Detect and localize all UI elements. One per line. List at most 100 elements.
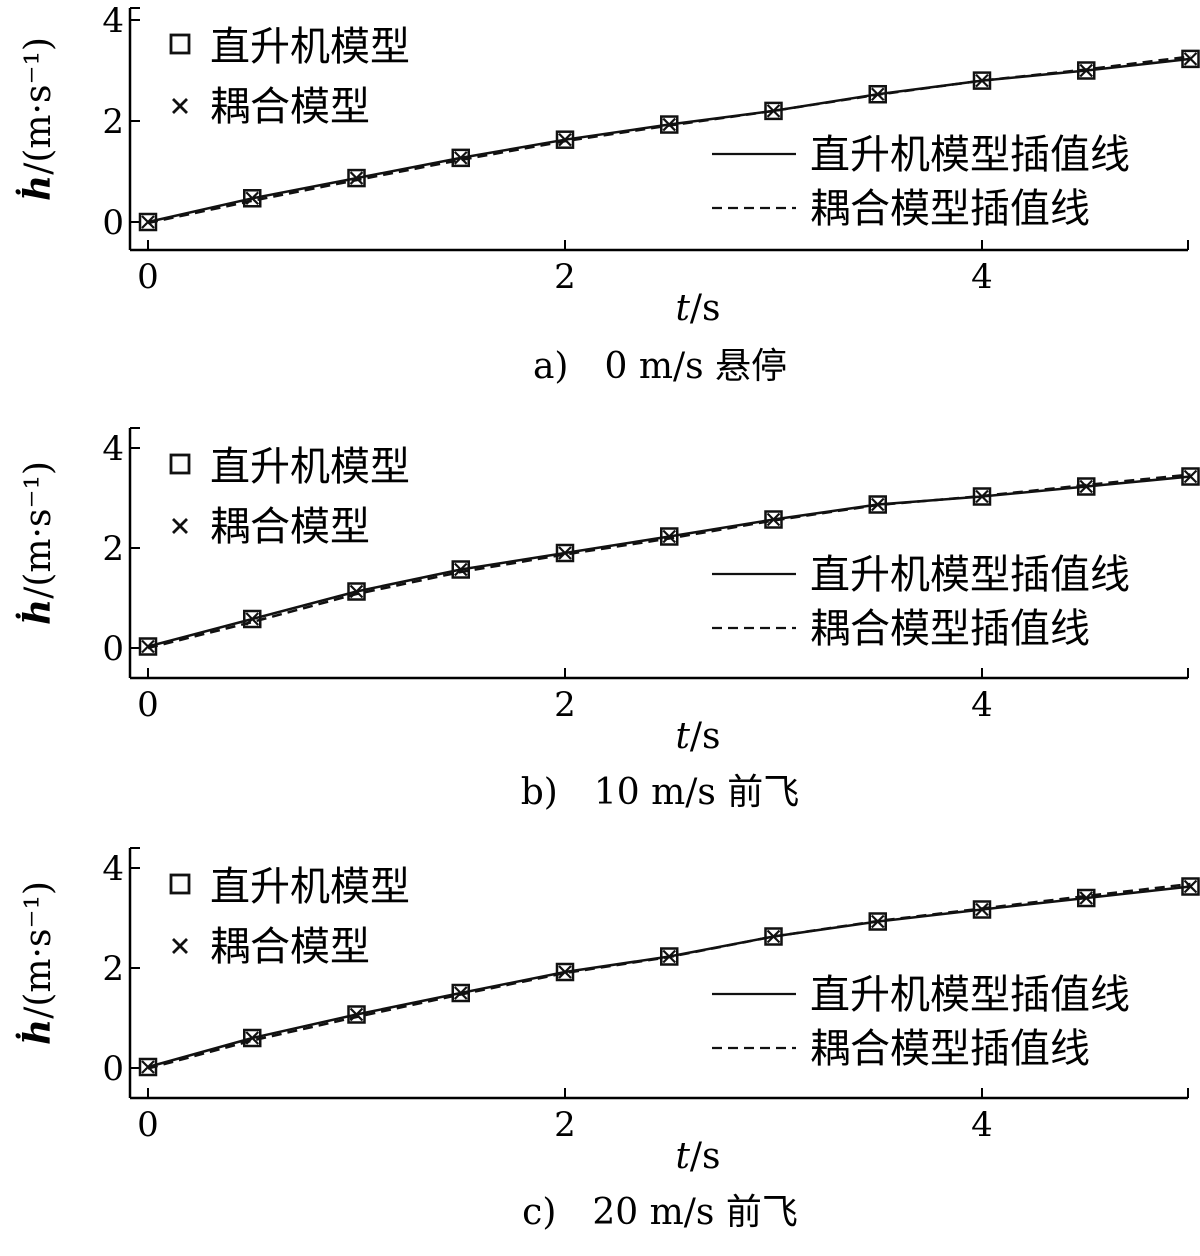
- data-point-cross: [1183, 469, 1198, 484]
- x-tick-label: 0: [137, 1105, 159, 1145]
- legend-label-coupled-interp: 耦合模型插值线: [810, 1026, 1090, 1072]
- data-point-square: [764, 101, 783, 121]
- data-point-cross: [558, 132, 572, 147]
- data-point-square: [347, 1005, 366, 1024]
- y-tick-label: 0: [102, 629, 124, 669]
- data-point-square: [764, 927, 783, 946]
- data-point-square: [1181, 467, 1200, 486]
- legend-label-helicopter-interp: 直升机模型插值线: [810, 972, 1130, 1018]
- legend-label-coupled-interp: 耦合模型插值线: [810, 186, 1090, 232]
- legend-square-icon: [169, 453, 191, 475]
- legend-label-helicopter-model: 直升机模型: [210, 864, 410, 910]
- y-axis-title: ḣ/(m·s⁻¹): [16, 881, 59, 1045]
- legend-label-helicopter-model: 直升机模型: [210, 444, 410, 490]
- data-point-square: [972, 900, 992, 919]
- x-tick-label: 2: [554, 685, 576, 725]
- data-point-square: [1077, 61, 1096, 80]
- legend-label-helicopter-model: 直升机模型: [210, 24, 410, 70]
- panel-caption: b) 10 m/s 前飞: [521, 772, 800, 813]
- data-point-square: [138, 1057, 158, 1077]
- data-point-square: [451, 560, 470, 579]
- data-point-square: [451, 148, 470, 168]
- data-point-cross: [766, 929, 781, 944]
- data-point-square: [1181, 877, 1200, 896]
- x-tick-label: 4: [971, 257, 993, 297]
- x-tick-label: 2: [554, 257, 576, 297]
- data-point-square: [243, 1028, 262, 1048]
- data-point-square: [347, 168, 366, 188]
- x-tick-label: 4: [971, 1105, 993, 1145]
- x-tick-label: 4: [971, 685, 993, 725]
- data-point-square: [972, 487, 992, 506]
- data-point-cross: [766, 512, 781, 527]
- chart-panel-a: 0 2 4 0 2 4 t/s ḣ/(m·s⁻¹) 直升机模型耦合模型直升机模型插值线耦合模型插…: [16, 1, 1200, 387]
- x-axis-title: t/s: [675, 1136, 720, 1177]
- data-point-cross: [1079, 479, 1094, 494]
- x-tick-label: 2: [554, 1105, 576, 1145]
- legend-label-coupled-model: 耦合模型: [210, 504, 370, 550]
- legend-label-coupled-model: 耦合模型: [210, 924, 370, 970]
- y-tick-label: 0: [102, 203, 124, 243]
- data-point-square: [1077, 888, 1096, 908]
- data-point-cross: [1183, 52, 1198, 66]
- data-point-square: [243, 189, 262, 208]
- data-point-square: [868, 495, 887, 514]
- data-point-cross: [245, 612, 260, 626]
- data-point-cross: [349, 171, 364, 185]
- data-point-square: [660, 947, 679, 966]
- legend-label-helicopter-interp: 直升机模型插值线: [810, 132, 1130, 178]
- data-point-cross: [662, 117, 677, 132]
- legend-cross-icon: [172, 938, 188, 954]
- data-point-cross: [141, 639, 155, 654]
- data-point-square: [660, 527, 679, 546]
- x-tick-label: 0: [137, 257, 159, 297]
- data-point-cross: [975, 73, 989, 88]
- data-point-cross: [870, 914, 885, 929]
- data-point-cross: [558, 546, 572, 560]
- data-point-cross: [975, 489, 989, 504]
- data-point-cross: [1183, 879, 1198, 894]
- data-point-cross: [558, 965, 572, 979]
- y-tick-label: 2: [102, 102, 124, 142]
- y-axis-title: ḣ/(m·s⁻¹): [16, 461, 59, 625]
- data-point-cross: [453, 986, 468, 1000]
- data-point-square: [451, 983, 470, 1003]
- data-point-cross: [349, 584, 364, 599]
- x-axis-title: t/s: [675, 288, 720, 329]
- data-point-square: [555, 130, 575, 149]
- data-point-square: [243, 609, 262, 629]
- legend-label-helicopter-interp: 直升机模型插值线: [810, 552, 1130, 598]
- data-point-cross: [349, 1007, 364, 1022]
- data-point-cross: [1079, 891, 1094, 905]
- panel-caption: c) 20 m/s 前飞: [522, 1192, 798, 1233]
- data-point-cross: [245, 1031, 260, 1045]
- panel-caption: a) 0 m/s 悬停: [533, 346, 787, 387]
- y-tick-label: 2: [102, 529, 124, 569]
- x-axis-title: t/s: [675, 716, 720, 757]
- legend-label-coupled-model: 耦合模型: [210, 84, 370, 130]
- data-point-cross: [975, 902, 989, 917]
- data-point-square: [972, 71, 992, 90]
- data-point-cross: [662, 949, 677, 964]
- y-tick-label: 4: [102, 1, 124, 41]
- data-point-cross: [766, 104, 781, 118]
- data-point-square: [660, 115, 679, 134]
- data-point-cross: [245, 191, 260, 206]
- y-tick-label: 4: [102, 429, 124, 469]
- data-point-cross: [662, 529, 677, 544]
- x-tick-label: 0: [137, 685, 159, 725]
- data-point-cross: [1079, 63, 1094, 78]
- data-point-square: [555, 962, 575, 982]
- legend-square-icon: [169, 33, 191, 55]
- data-point-square: [347, 582, 366, 601]
- data-point-square: [764, 510, 783, 529]
- data-point-cross: [141, 215, 155, 229]
- data-point-square: [1077, 477, 1096, 496]
- data-point-cross: [870, 497, 885, 512]
- legend-label-coupled-interp: 耦合模型插值线: [810, 606, 1090, 652]
- legend-cross-icon: [172, 518, 188, 534]
- data-point-square: [138, 637, 158, 656]
- data-point-cross: [870, 87, 885, 102]
